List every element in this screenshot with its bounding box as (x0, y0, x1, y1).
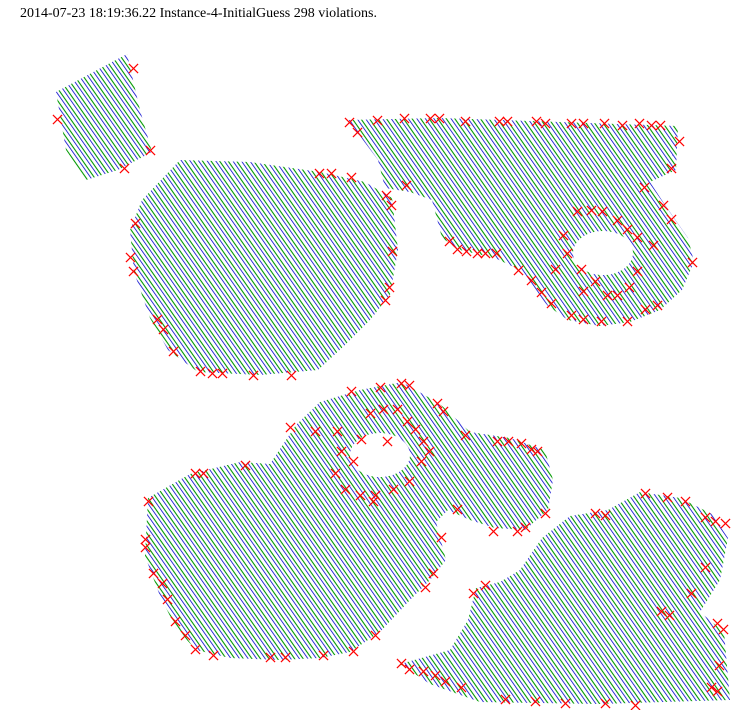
x-cross-icon (52, 114, 63, 125)
region-bottom-left-ring (145, 382, 553, 660)
hatched-regions (56, 54, 730, 704)
x-cross-icon (285, 422, 296, 433)
title-text: 2014-07-23 18:19:36.22 Instance-4-Initia… (20, 6, 377, 21)
x-cross-icon (488, 526, 499, 537)
region-top-right-ring (348, 118, 694, 326)
region-bottom-right (400, 492, 730, 704)
region-top-left-small (56, 54, 152, 180)
region-top-left-large (130, 160, 398, 375)
x-cross-icon (286, 370, 297, 381)
x-cross-icon (720, 518, 731, 529)
